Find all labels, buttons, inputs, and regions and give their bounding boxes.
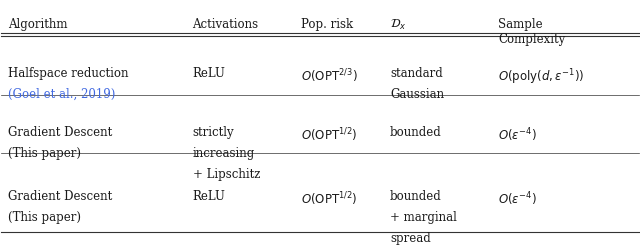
Text: $O(\mathrm{poly}(d, \varepsilon^{-1}))$: $O(\mathrm{poly}(d, \varepsilon^{-1}))$: [499, 67, 585, 87]
Text: + Lipschitz: + Lipschitz: [193, 168, 260, 181]
Text: $O(\mathrm{OPT}^{1/2})$: $O(\mathrm{OPT}^{1/2})$: [301, 126, 357, 144]
Text: increasing: increasing: [193, 147, 255, 160]
Text: Gradient Descent: Gradient Descent: [8, 126, 112, 139]
Text: $O(\varepsilon^{-4})$: $O(\varepsilon^{-4})$: [499, 126, 537, 144]
Text: spread: spread: [390, 231, 431, 245]
Text: ReLU: ReLU: [193, 67, 225, 81]
Text: $O(\mathrm{OPT}^{2/3})$: $O(\mathrm{OPT}^{2/3})$: [301, 67, 358, 85]
Text: (This paper): (This paper): [8, 211, 81, 224]
Text: bounded: bounded: [390, 190, 442, 203]
Text: $O(\mathrm{OPT}^{1/2})$: $O(\mathrm{OPT}^{1/2})$: [301, 190, 357, 208]
Text: $\mathcal{D}_x$: $\mathcal{D}_x$: [390, 18, 406, 32]
Text: Sample
Complexity: Sample Complexity: [499, 18, 566, 46]
Text: (This paper): (This paper): [8, 147, 81, 160]
Text: strictly: strictly: [193, 126, 234, 139]
Text: Pop. risk: Pop. risk: [301, 18, 353, 31]
Text: Algorithm: Algorithm: [8, 18, 67, 31]
Text: Gradient Descent: Gradient Descent: [8, 190, 112, 203]
Text: Halfspace reduction: Halfspace reduction: [8, 67, 128, 81]
Text: bounded: bounded: [390, 126, 442, 139]
Text: $O(\varepsilon^{-4})$: $O(\varepsilon^{-4})$: [499, 190, 537, 208]
Text: standard: standard: [390, 67, 443, 81]
Text: Activations: Activations: [193, 18, 259, 31]
Text: + marginal: + marginal: [390, 211, 457, 224]
Text: ReLU: ReLU: [193, 190, 225, 203]
Text: Gaussian: Gaussian: [390, 88, 444, 101]
Text: (Goel et al., 2019): (Goel et al., 2019): [8, 88, 115, 101]
